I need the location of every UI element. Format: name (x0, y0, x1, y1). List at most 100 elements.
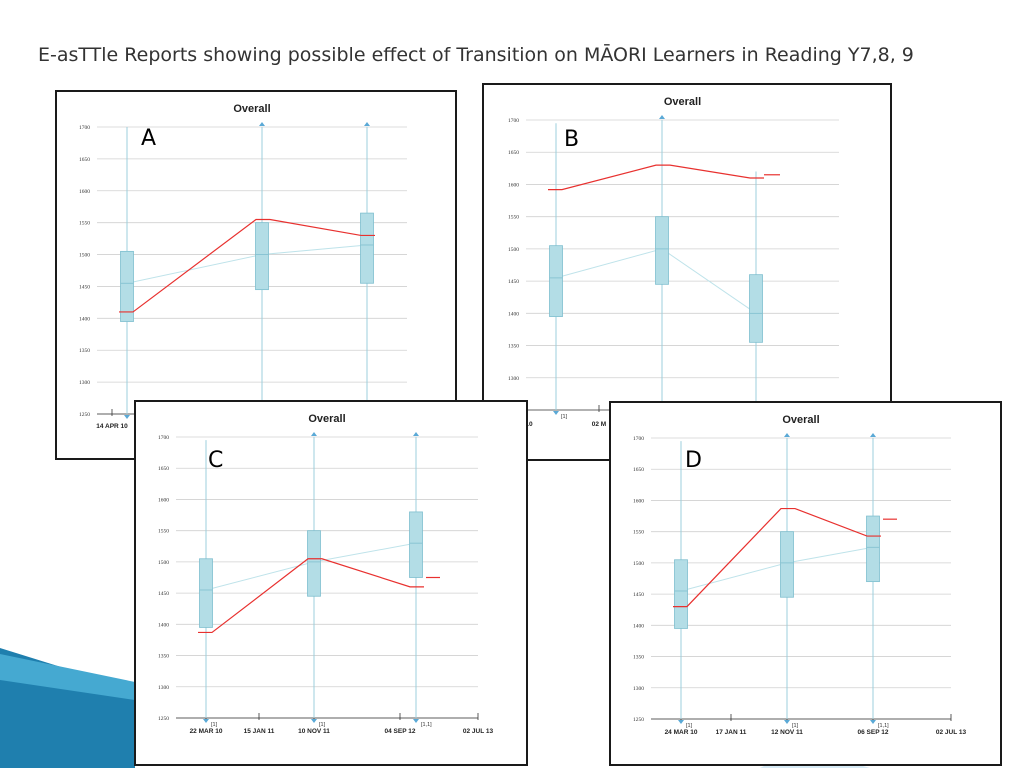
y-tick-label: 1400 (158, 622, 169, 628)
top-marker (364, 122, 370, 126)
y-tick-label: 1600 (633, 498, 644, 504)
median-trend-line (126, 244, 368, 284)
y-tick-label: 1500 (508, 247, 519, 253)
box (360, 212, 374, 284)
y-tick-label: 1500 (79, 253, 90, 259)
count-mark: [1,1] (878, 723, 889, 729)
top-marker (311, 432, 317, 436)
y-tick-label: 1350 (633, 655, 644, 661)
x-tick-label: 24 MAR 10 (665, 729, 698, 736)
bottom-marker (784, 720, 790, 724)
y-tick-label: 1600 (508, 182, 519, 188)
x-tick-label: 02 JUL 13 (936, 729, 967, 736)
chart-panel-b: Overall 1300 1350 1400 1450 1500 1550 1600 1650 1… (482, 83, 892, 461)
box (409, 511, 423, 578)
y-tick-label: 1350 (508, 344, 519, 350)
y-tick-label: 1450 (508, 279, 519, 285)
x-tick-label: 02 JUL 13 (463, 728, 494, 735)
top-marker (784, 433, 790, 437)
bottom-marker (553, 411, 559, 415)
bottom-marker (311, 719, 317, 723)
top-marker (413, 432, 419, 436)
x-tick-label: 12 NOV 11 (771, 729, 803, 736)
y-tick-label: 1550 (633, 530, 644, 536)
x-tick-label: 22 MAR 10 (190, 728, 223, 735)
y-tick-label: 1300 (158, 685, 169, 691)
y-tick-label: 1550 (508, 215, 519, 221)
y-tick-label: 1700 (508, 118, 519, 124)
box (655, 216, 669, 285)
y-tick-label: 1350 (158, 654, 169, 660)
student-score-line (198, 558, 424, 634)
median-trend-line (680, 546, 874, 592)
count-mark: [1] (686, 723, 693, 729)
count-mark: [1] (211, 722, 218, 728)
x-tick-label: 10 NOV 11 (298, 728, 330, 735)
panel-letter-d: D (685, 448, 702, 473)
chart-title: Overall (664, 96, 701, 108)
chart-title: Overall (308, 413, 345, 425)
bottom-marker (678, 720, 684, 724)
y-tick-label: 1350 (79, 348, 90, 354)
y-tick-label: 1300 (633, 686, 644, 692)
y-tick-label: 1250 (79, 412, 90, 418)
student-score-line (119, 218, 375, 313)
chart-panel-c: Overall 1250 1300 1350 1400 1450 1500 1550 1600 1… (134, 400, 528, 766)
chart-title: Overall (782, 414, 819, 426)
y-tick-label: 1450 (633, 592, 644, 598)
y-tick-label: 1450 (158, 591, 169, 597)
count-mark: [1] (792, 723, 799, 729)
y-tick-label: 1700 (158, 435, 169, 441)
y-tick-label: 1400 (79, 316, 90, 322)
top-marker (659, 115, 665, 119)
y-tick-label: 1250 (158, 716, 169, 722)
x-tick-label: 04 SEP 12 (385, 728, 416, 735)
x-tick-label: 14 APR 10 (96, 423, 128, 430)
top-marker (259, 122, 265, 126)
y-tick-label: 1600 (79, 189, 90, 195)
student-score-line (673, 507, 881, 608)
y-tick-label: 1650 (79, 157, 90, 163)
box (866, 515, 880, 583)
y-tick-label: 1550 (79, 221, 90, 227)
x-tick-label: 15 JAN 11 (244, 728, 275, 735)
y-tick-label: 1700 (633, 436, 644, 442)
bottom-marker (203, 719, 209, 723)
y-tick-label: 1500 (158, 560, 169, 566)
decor-stripe (0, 654, 135, 700)
y-tick-label: 1600 (158, 497, 169, 503)
x-tick-label: 02 M (592, 421, 606, 428)
x-tick-label: 06 SEP 12 (858, 729, 889, 736)
count-mark: [1] (319, 722, 326, 728)
y-tick-label: 1400 (508, 311, 519, 317)
chart-d: Overall 1250 1300 1350 1400 1450 1500 1550 1600 1… (633, 414, 967, 736)
box (307, 530, 321, 597)
top-marker (870, 433, 876, 437)
count-mark: [1,1] (421, 722, 432, 728)
y-tick-label: 1650 (633, 467, 644, 473)
panel-letter-b: B (564, 127, 580, 152)
box (255, 222, 269, 291)
student-score-line (548, 164, 764, 191)
x-tick-label: 17 JAN 11 (716, 729, 747, 736)
box (549, 245, 563, 317)
y-tick-label: 1700 (79, 125, 90, 131)
box (780, 531, 794, 598)
y-tick-label: 1650 (158, 466, 169, 472)
y-tick-label: 1500 (633, 561, 644, 567)
bottom-marker (870, 720, 876, 724)
chart-c: Overall 1250 1300 1350 1400 1450 1500 1550 1600 1… (158, 413, 494, 735)
box (199, 558, 213, 628)
box (674, 559, 688, 629)
chart-panel-d: Overall 1250 1300 1350 1400 1450 1500 1550 1600 1… (609, 401, 1002, 766)
y-tick-label: 1300 (79, 380, 90, 386)
panel-letter-c: C (208, 448, 224, 473)
slide-title: E-asTTle Reports showing possible effect… (38, 44, 914, 66)
y-tick-label: 1450 (79, 284, 90, 290)
y-tick-label: 1300 (508, 376, 519, 382)
count-mark: [1] (561, 414, 568, 420)
bottom-marker (413, 719, 419, 723)
y-tick-label: 1250 (633, 717, 644, 723)
box (749, 274, 763, 343)
bottom-marker (124, 415, 130, 419)
